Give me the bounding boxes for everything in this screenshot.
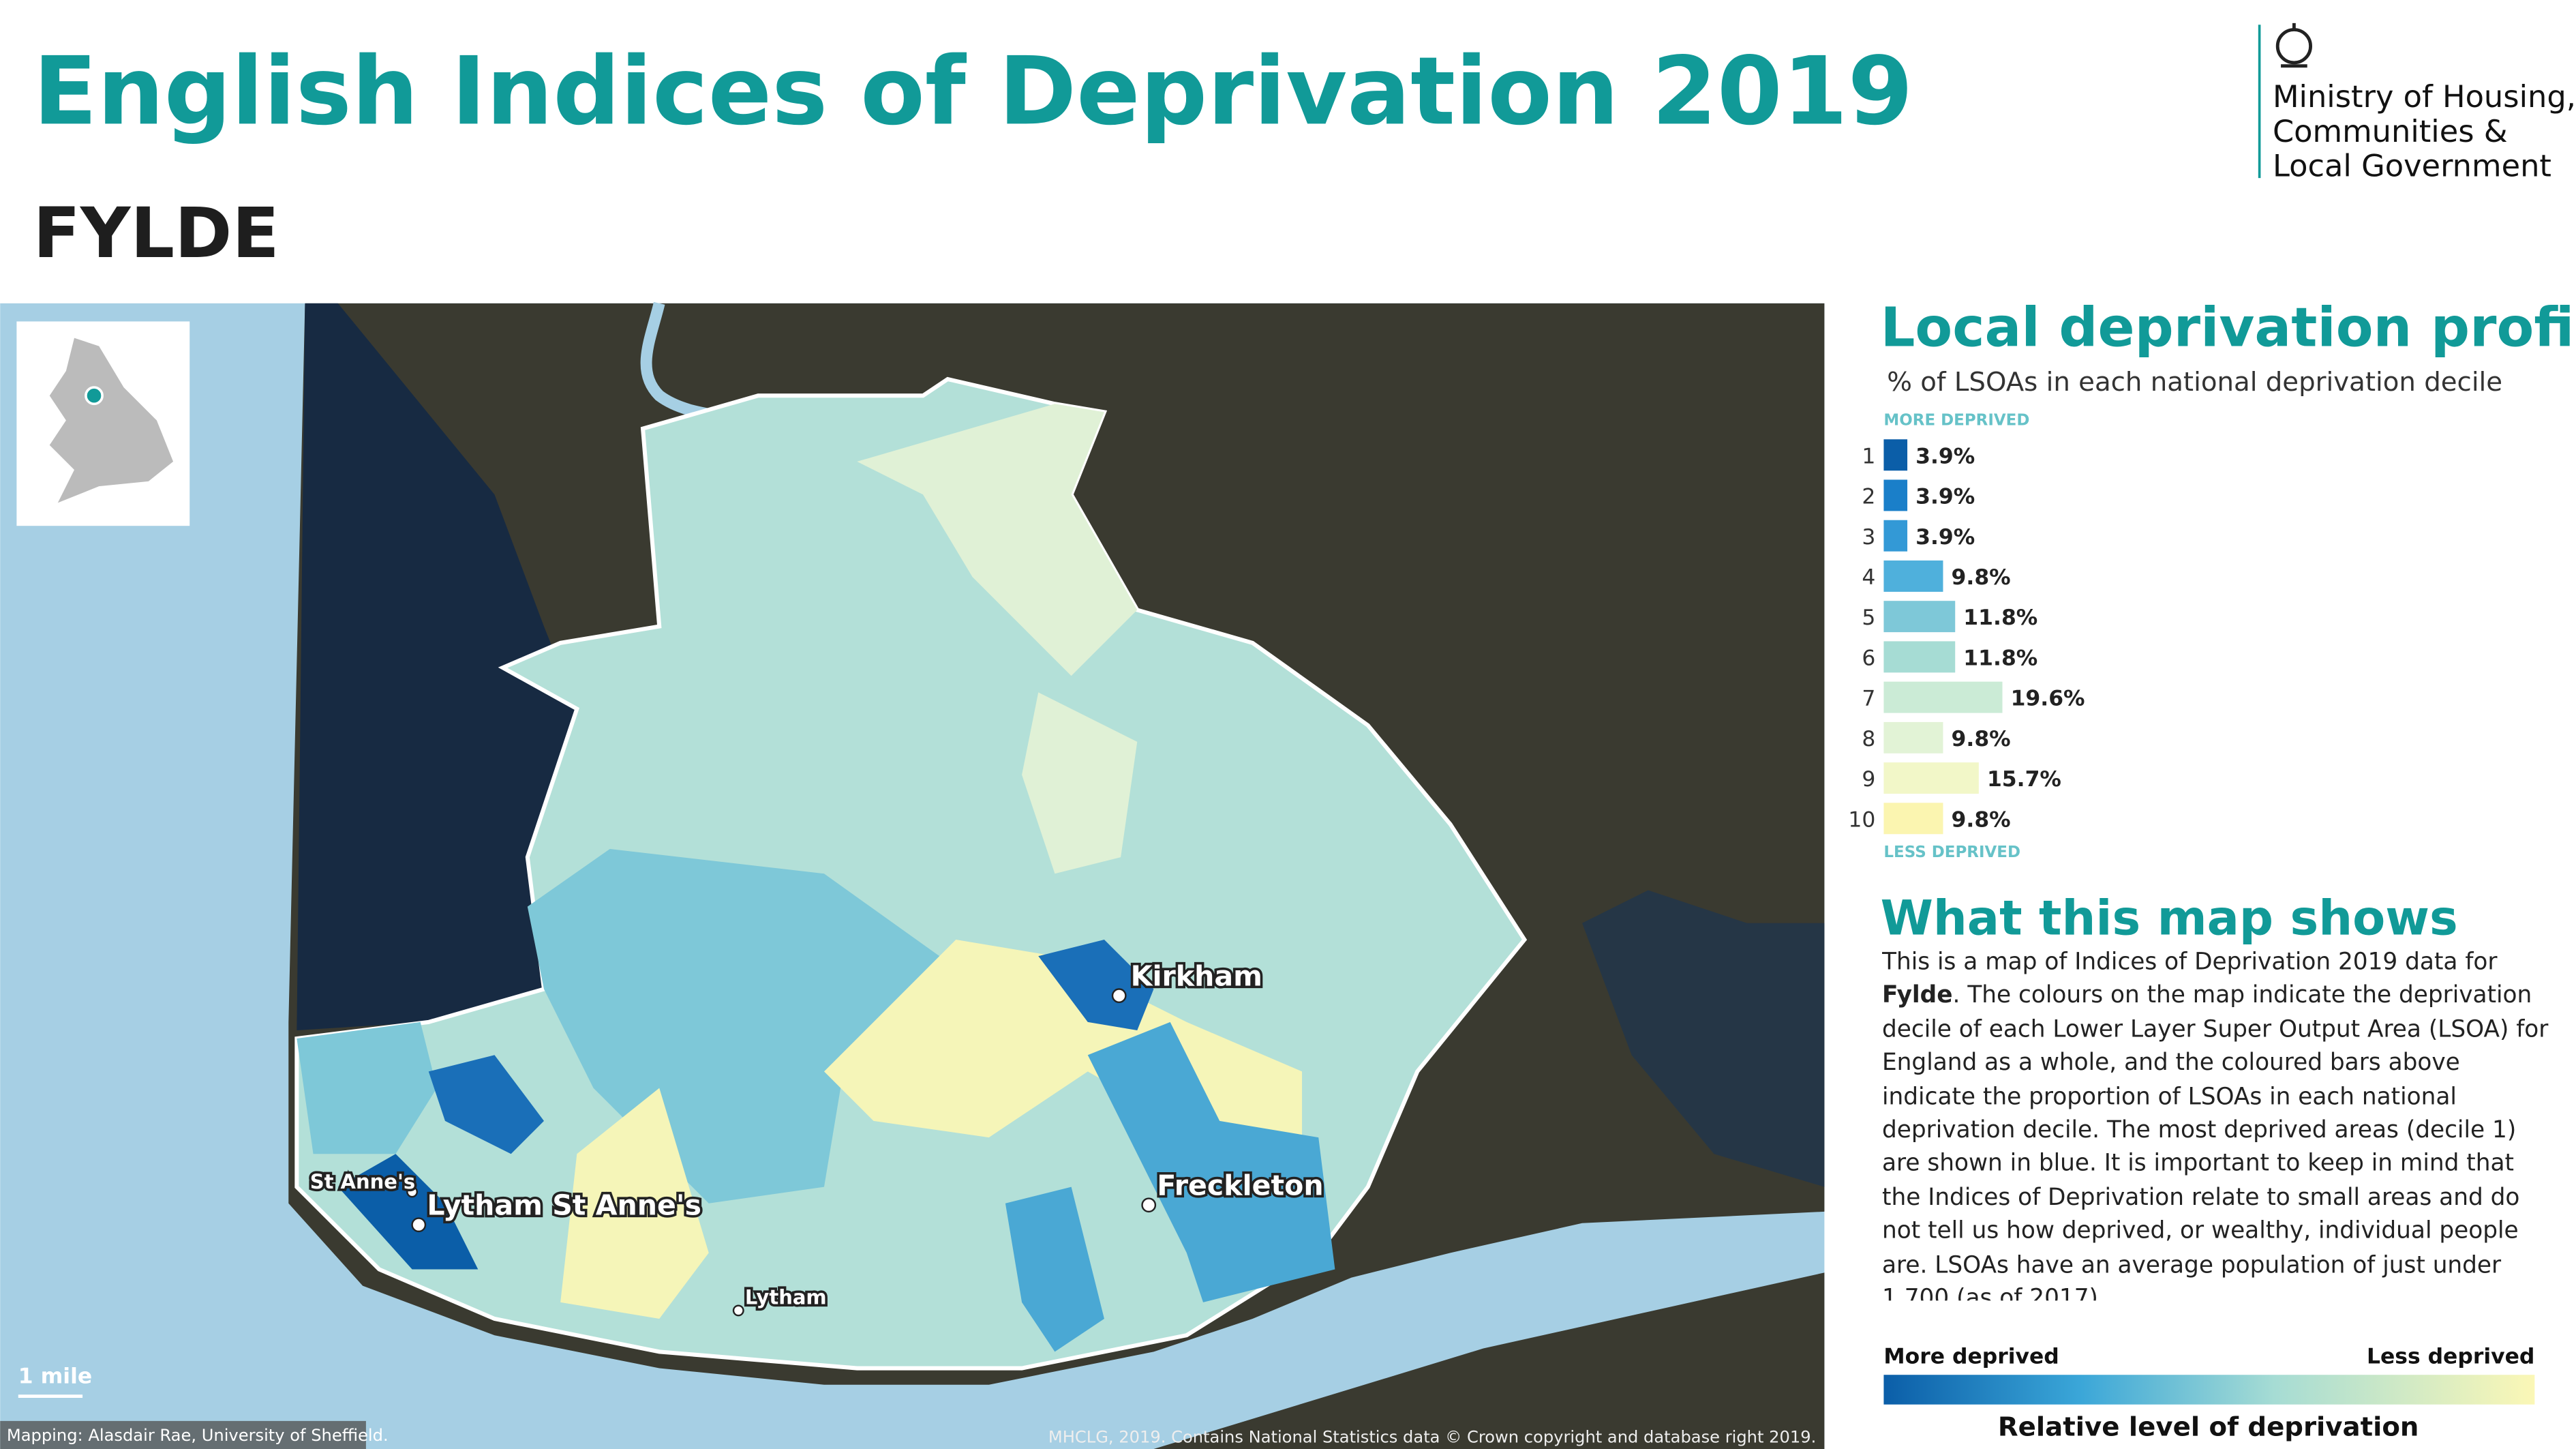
area-decile [337,1154,479,1270]
bar [1883,601,1956,633]
explainer-title: What this map shows [1881,891,2458,946]
bar [1883,439,1908,471]
category-label: 1 [1862,444,1875,468]
legend-gradient [1883,1375,2535,1405]
credit-bg [0,1420,366,1449]
bar [1883,721,1943,753]
area-decile [1005,1186,1104,1352]
place-dot [406,1186,419,1198]
category-label: 7 [1862,687,1875,711]
credit: MHCLG, 2019. Contains National Statistic… [1048,1427,1816,1446]
explainer: This is a map of Indices of Deprivation … [1882,946,2549,1301]
text-bold: Fylde [1882,983,1953,1010]
value-label: 9.8% [1952,565,2011,590]
value-label: 9.8% [1952,727,2011,751]
text: . The colours on the map indicate the de… [1882,983,2549,1301]
value-label: 19.6% [2011,687,2085,711]
bar [1883,681,2003,713]
place-label: Kirkham [1131,960,1262,993]
area-decile [857,404,1138,676]
place-label: Freckleton [1157,1169,1323,1202]
urban-area [1582,890,1825,1187]
place-dot [411,1217,427,1233]
value-label: 9.8% [1952,807,2011,832]
bottom-label: LESS DEPRIVED [1883,843,2020,861]
category-label: 2 [1862,485,1875,509]
inset-england [49,338,174,503]
bar [1883,560,1943,592]
area-decile [1022,692,1138,874]
chart-title: Local deprivation profile [1881,296,2576,359]
top-label: MORE DEPRIVED [1883,412,2029,430]
category-label: 9 [1862,767,1875,792]
area-decile [297,1021,437,1154]
bar [1883,641,1956,673]
text: This is a map of Indices of Deprivation … [1882,949,2498,976]
deprivation-profile: Local deprivation profile % of LSOAs in … [1848,296,2576,861]
value-label: 11.8% [1963,606,2037,630]
place-label: Lytham [745,1285,827,1309]
category-label: 5 [1862,606,1875,630]
crest-detail [2281,23,2307,68]
area-decile [1087,1021,1335,1302]
area-name: FYLDE [33,193,279,273]
place-label: St Anne's [310,1170,415,1193]
bar [1883,803,1943,835]
place-dot [1141,1197,1157,1213]
chart-subtitle: % of LSOAs in each national deprivation … [1887,367,2502,398]
logo: Ministry of Housing, Communities & Local… [2258,23,2576,184]
logo-line: Ministry of Housing, [2273,78,2576,115]
scale-label: 1 mile [18,1364,92,1388]
category-label: 4 [1862,565,1875,590]
bar [1883,520,1908,552]
legend-left: More deprived [1883,1344,2059,1369]
value-label: 11.8% [1963,646,2037,670]
value-label: 3.9% [1915,525,1975,550]
value-label: 3.9% [1915,444,1975,468]
area-decile [560,1088,709,1319]
land-south [1153,1272,1825,1449]
legend-right: Less deprived [2367,1344,2534,1369]
logo-line: Communities & [2273,113,2508,149]
value-label: 3.9% [1915,485,1975,509]
bar [1883,762,1979,794]
category-label: 10 [1848,807,1875,832]
category-label: 6 [1862,646,1875,670]
place-dot [732,1304,744,1317]
map: Kirkham Freckleton Lytham St Anne's St A… [0,301,1825,1449]
explainer-text: This is a map of Indices of Deprivation … [1882,946,2549,1301]
area-decile [1038,939,1154,1030]
category-label: 3 [1862,525,1875,550]
legend-title: Relative level of deprivation [1998,1412,2419,1443]
place-dot [1111,988,1127,1004]
bar [1883,479,1908,511]
value-label: 15.7% [1987,767,2061,792]
place-label: Lytham St Anne's [427,1189,701,1222]
credit: Mapping: Alasdair Rae, University of She… [7,1426,389,1445]
category-label: 8 [1862,727,1875,751]
logo-line: Local Government [2273,148,2551,184]
area-decile [428,1055,544,1154]
inset-marker [85,386,104,406]
title: English Indices of Deprivation 2019 [33,37,1913,146]
